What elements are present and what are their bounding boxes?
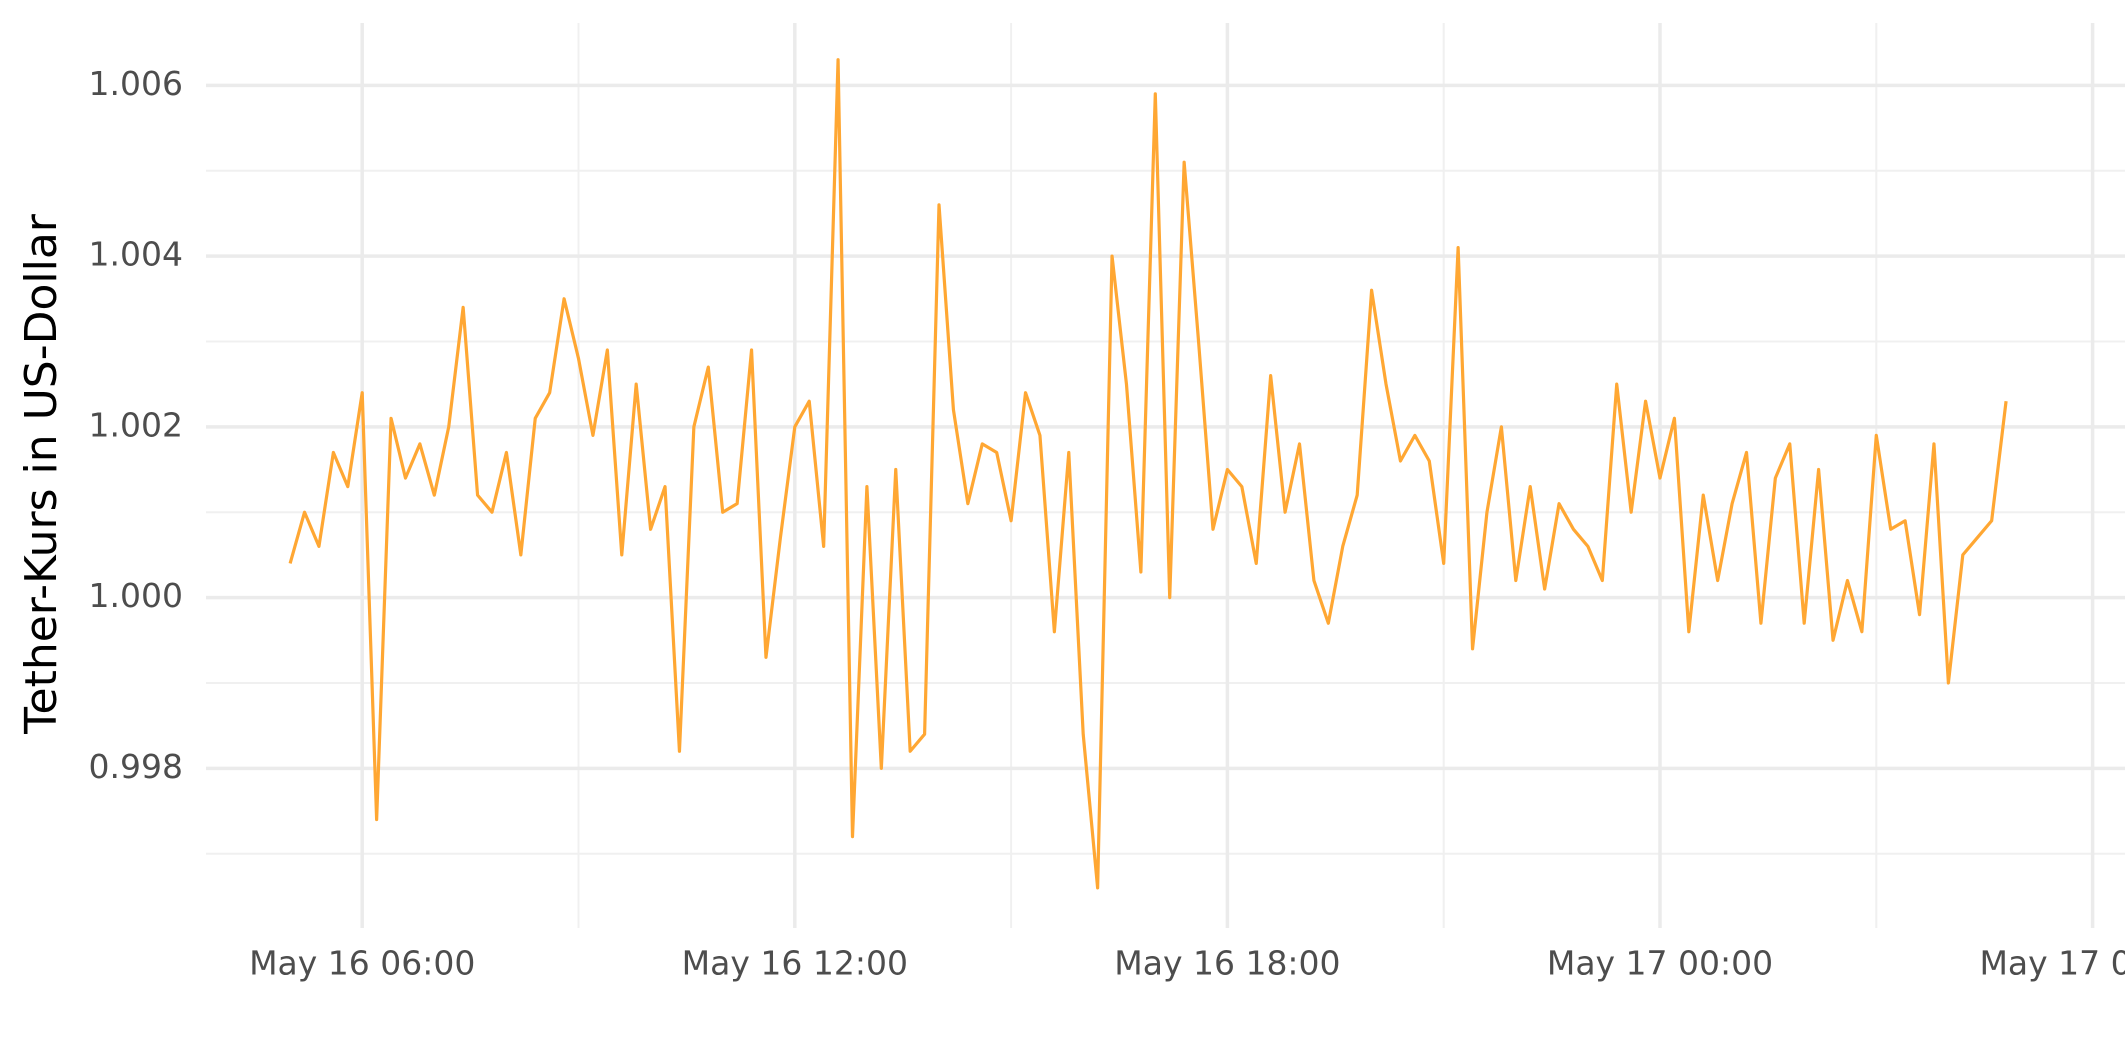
data-line [288,58,2008,890]
x-tick-label: May 16 12:00 [682,944,908,983]
y-axis-label: Tether-Kurs in US-Dollar [16,213,67,735]
x-tick-label: May 16 18:00 [1114,944,1340,983]
x-tick-label: May 17 06:00 [1979,944,2125,983]
y-tick-label: 1.004 [89,235,183,274]
x-tick-label: May 16 06:00 [249,944,475,983]
x-tick-label: May 17 00:00 [1547,944,1773,983]
y-tick-label: 0.998 [89,747,183,786]
y-tick-label: 1.006 [89,64,183,103]
y-tick-label: 1.000 [89,576,183,615]
y-tick-label: 1.002 [89,405,183,444]
